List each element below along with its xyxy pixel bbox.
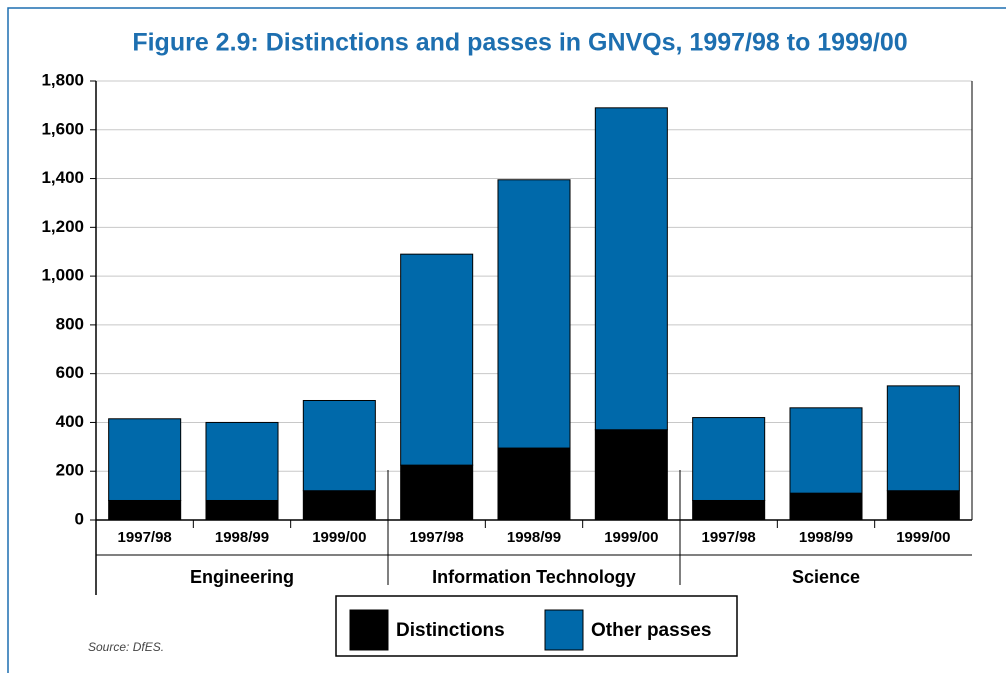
bar-segment: [594, 429, 668, 521]
bar-segment: [108, 499, 182, 521]
y-tick-label: 400: [56, 412, 84, 431]
y-tick-label: 0: [75, 509, 84, 528]
frame: [7, 7, 1006, 673]
x-tick-label: 1999/00: [896, 529, 950, 546]
bar-segment: [302, 490, 376, 521]
x-tick-label: 1997/98: [118, 529, 172, 546]
y-tick-label: 1,600: [41, 119, 84, 138]
x-tick-label: 1999/00: [312, 529, 366, 546]
y-tick-label: 1,200: [41, 217, 84, 236]
bar-segment: [594, 107, 668, 431]
y-tick-label: 800: [56, 314, 84, 333]
y-tick-label: 1,000: [41, 266, 84, 285]
bar-segment: [692, 499, 766, 521]
group-label: Science: [792, 567, 860, 587]
legend: [335, 595, 738, 657]
bar-segment: [497, 179, 571, 449]
bar-segment: [886, 385, 960, 492]
bar-segment: [497, 447, 571, 521]
y-tick-label: 1,800: [41, 70, 84, 89]
x-tick-label: 1999/00: [604, 529, 658, 546]
bar-segment: [205, 421, 279, 501]
group-label: Information Technology: [432, 567, 636, 587]
legend-swatch: [349, 609, 389, 651]
legend-label: Other passes: [591, 620, 711, 641]
x-tick-label: 1998/99: [799, 529, 853, 546]
group-label: Engineering: [190, 567, 294, 587]
y-tick-label: 1,400: [41, 168, 84, 187]
source: Source: DfES.: [88, 640, 164, 654]
chart-title: Figure 2.9: Distinctions and passes in G…: [132, 29, 907, 57]
bar-segment: [400, 253, 474, 466]
bar-segment: [108, 418, 182, 501]
bar-segment: [692, 417, 766, 501]
bar-segment: [205, 499, 279, 521]
y-tick-label: 600: [56, 363, 84, 382]
legend-swatch: [544, 609, 584, 651]
legend-label: Distinctions: [396, 620, 505, 641]
bar-segment: [400, 464, 474, 521]
bar-segment: [302, 399, 376, 492]
y-tick-label: 200: [56, 461, 84, 480]
x-tick-label: 1997/98: [410, 529, 464, 546]
x-tick-label: 1998/99: [215, 529, 269, 546]
bar-segment: [789, 492, 863, 521]
bar-segment: [886, 490, 960, 521]
x-tick-label: 1997/98: [702, 529, 756, 546]
x-tick-label: 1998/99: [507, 529, 561, 546]
bar-segment: [789, 407, 863, 494]
